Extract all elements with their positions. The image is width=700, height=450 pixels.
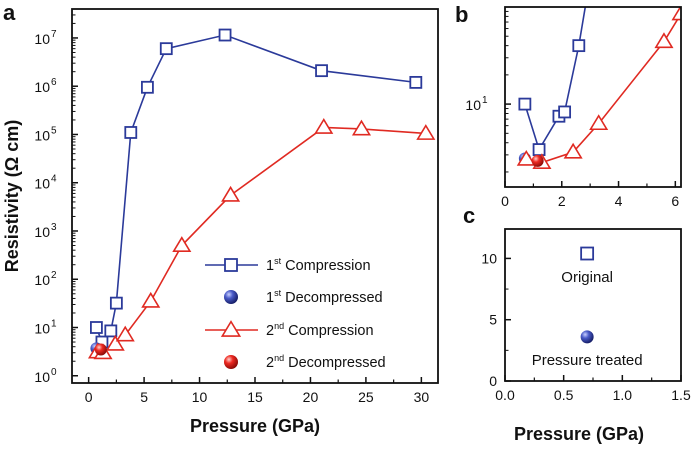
panel-label-c: c	[463, 203, 475, 228]
data-point-2nd-compression	[221, 185, 241, 202]
data-point-2nd-compression	[671, 7, 681, 21]
data-point-1st-compression	[315, 64, 328, 78]
panel-a-x-tick-label: 0	[85, 389, 93, 405]
data-point-1st-compression	[109, 296, 123, 310]
data-point-2nd-compression	[115, 325, 135, 342]
data-point-2nd-compression	[563, 142, 583, 159]
panel-a-x-tick-label: 15	[247, 389, 263, 405]
panel-c-x-tick-label: 1.0	[613, 387, 633, 403]
data-point-1st-compression	[124, 126, 138, 139]
data-point-2nd-compression	[589, 114, 609, 131]
data-point-1st-compression	[159, 42, 173, 56]
panel-b-y-tick-label: 10	[465, 97, 481, 113]
legend-marker-1st-compression	[224, 258, 238, 272]
panel-c-y-tick-label: 5	[489, 312, 497, 328]
data-point-1st-compression	[532, 143, 546, 156]
legend-marker-2nd-compression	[220, 320, 242, 337]
data-point-1st-compression	[141, 80, 154, 94]
panel-a-x-tick-label: 30	[414, 389, 430, 405]
data-point-2nd-compression	[416, 124, 436, 140]
panel-c-x-tick-label: 0.0	[495, 387, 515, 403]
panel-b-frame	[504, 6, 682, 188]
panel-a-y-tick-exponent: 2	[51, 270, 57, 281]
panel-b-y-tick-exponent: 1	[482, 95, 488, 106]
data-point-1st-compression	[218, 28, 232, 42]
panel-a-x-axis-label: Pressure (GPa)	[190, 416, 320, 436]
panel-a-y-tick-exponent: 7	[51, 29, 57, 40]
data-point-2nd-decompressed	[94, 343, 107, 356]
panel-a-y-tick-exponent: 0	[51, 367, 57, 378]
data-point-1st-compression	[518, 97, 532, 111]
panel-a-y-tick-label: 10	[34, 127, 50, 143]
panel-b-series	[516, 7, 681, 170]
panel-c: 0.0 0.5 1.0 1.5 0 5 10 Pressure (GPa) Original…	[481, 228, 691, 444]
panel-c-ticks: 0.0 0.5 1.0 1.5 0 5 10	[481, 250, 691, 403]
data-point-2nd-compression	[654, 32, 674, 49]
panel-b-x-tick-label: 6	[671, 193, 679, 209]
panel-c-frame	[504, 228, 682, 382]
data-point-2nd-compression	[314, 118, 334, 134]
data-point-2nd-compression	[172, 236, 192, 252]
panel-a-y-tick-exponent: 5	[51, 125, 57, 136]
panel-a-x-tick-label: 10	[192, 389, 208, 405]
annotation-original: Original	[561, 269, 613, 286]
panel-a-y-tick-label: 10	[34, 224, 50, 240]
panel-a-y-tick-exponent: 6	[51, 77, 57, 88]
panel-a-y-tick-label: 10	[34, 321, 50, 337]
data-point-1st-compression	[90, 321, 103, 334]
panel-c-x-tick-label: 0.5	[554, 387, 574, 403]
panel-a-y-tick-label: 10	[34, 31, 50, 47]
panel-b-x-tick-label: 4	[615, 193, 623, 209]
panel-c-series	[580, 246, 595, 344]
panel-a-y-axis-label: Resistivity (Ω cm)	[2, 120, 22, 272]
panel-a-frame	[71, 8, 439, 384]
legend-label-2nd-decompressed: 2nd Decompressed	[266, 353, 386, 371]
legend-label-1st-decompressed: 1st Decompressed	[266, 288, 383, 306]
panel-b-x-tick-label: 0	[501, 193, 509, 209]
panel-b: 0 2 4 6 10 1	[465, 6, 682, 209]
panel-c-y-tick-label: 10	[481, 250, 497, 266]
panel-a-x-tick-label: 5	[140, 389, 148, 405]
panel-label-a: a	[3, 0, 16, 25]
data-point-2nd-compression	[105, 334, 125, 351]
data-point-1st-compression	[558, 105, 572, 119]
series-line-1st-compression	[524, 7, 587, 152]
panel-c-y-tick-label: 0	[489, 373, 497, 389]
data-point-2nd-compression	[351, 119, 372, 136]
panel-a-y-tick-label: 10	[34, 369, 50, 385]
legend-label-2nd-compression: 2nd Compression	[266, 321, 374, 339]
panel-a-y-tick-label: 10	[34, 176, 50, 192]
data-point-1st-compression	[104, 324, 118, 338]
data-point-2nd-compression	[141, 291, 161, 308]
data-point-2nd-decompressed	[531, 154, 544, 167]
panel-c-x-axis-label: Pressure (GPa)	[514, 424, 644, 444]
panel-a-y-tick-label: 10	[34, 79, 50, 95]
data-point-original	[580, 246, 595, 261]
panel-a-y-tick-exponent: 3	[51, 222, 57, 233]
data-point-1st-compression	[409, 75, 423, 89]
data-point-2nd-compression	[516, 149, 536, 166]
series-line-2nd-compression	[526, 13, 681, 164]
panel-c-x-tick-label: 1.5	[671, 387, 691, 403]
legend-marker-2nd-decompressed	[224, 355, 238, 369]
panel-a-series	[87, 28, 436, 360]
data-point-pressure-treated	[580, 330, 594, 344]
panel-a-y-tick-label: 10	[34, 272, 50, 288]
legend-marker-1st-decompressed	[224, 290, 238, 304]
panel-a-y-tick-exponent: 1	[51, 319, 57, 330]
panel-label-b: b	[455, 2, 468, 27]
legend-label-1st-compression: 1st Compression	[266, 256, 371, 274]
data-point-1st-compression	[572, 39, 586, 53]
panel-a-y-tick-exponent: 4	[51, 174, 57, 185]
series-line-2nd-compression	[97, 126, 426, 354]
annotation-pressure-treated: Pressure treated	[532, 352, 643, 369]
panel-a-legend: 1st Compression 1st Decompressed 2nd Compress…	[205, 256, 386, 371]
panel-a-x-tick-label: 20	[303, 389, 319, 405]
panel-a-x-tick-label: 25	[358, 389, 374, 405]
panel-b-x-tick-label: 2	[558, 193, 566, 209]
